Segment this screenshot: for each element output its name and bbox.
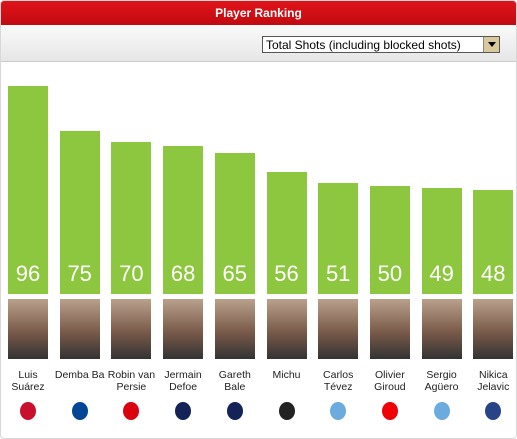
club-logo	[71, 402, 88, 420]
value-label: 50	[377, 261, 403, 286]
bar	[369, 185, 410, 294]
bar	[8, 85, 48, 294]
club-logo	[123, 402, 140, 420]
player-photo	[473, 299, 514, 359]
bar	[266, 172, 307, 294]
select-arrow[interactable]	[483, 37, 499, 52]
club-logo	[175, 402, 192, 420]
player-name: Robin van Persie	[107, 369, 156, 393]
player-photo	[59, 299, 100, 359]
player-photo	[111, 299, 152, 359]
metric-label: Total Shots (including blocked shots)	[266, 38, 461, 52]
player-photo	[318, 299, 359, 359]
player-name: Olivier Giroud	[374, 369, 406, 393]
player-photo	[369, 299, 410, 359]
bar	[163, 146, 204, 294]
club-logo	[381, 402, 398, 420]
chart-title: Player Ranking	[1, 1, 516, 25]
bar	[214, 152, 255, 294]
bar	[421, 187, 462, 294]
bar	[111, 142, 152, 294]
player-name: Jermain Defoe	[164, 369, 202, 393]
value-label: 51	[325, 261, 351, 286]
value-label: 48	[481, 261, 506, 286]
player-name: Sergio Agüero	[424, 369, 459, 393]
club-logo	[226, 402, 243, 420]
toolbar: Total Shots (including blocked shots)	[1, 25, 516, 62]
player-name: Carlos Tévez	[323, 369, 354, 393]
value-label: 49	[429, 261, 454, 286]
club-logo	[330, 402, 347, 420]
player-photo	[163, 299, 204, 359]
value-label: 75	[67, 261, 92, 286]
club-logo	[433, 402, 450, 420]
player-photo	[266, 299, 307, 359]
player-name: Michu	[272, 369, 301, 381]
metric-select[interactable]: Total Shots (including blocked shots)	[262, 36, 500, 53]
value-label: 96	[15, 261, 41, 286]
player-name: Luis Suárez	[11, 369, 45, 393]
bar	[473, 189, 514, 294]
value-label: 56	[274, 261, 299, 286]
value-label: 65	[222, 261, 248, 286]
club-logo	[278, 402, 295, 420]
club-logo	[485, 402, 502, 420]
value-label: 68	[170, 261, 196, 286]
player-name: Nikica Jelavic	[477, 369, 510, 393]
player-photo	[421, 299, 462, 359]
bar	[318, 183, 359, 294]
value-label: 70	[119, 261, 144, 286]
player-photo	[214, 299, 255, 359]
club-logo	[20, 402, 36, 420]
player-name: Gareth Bale	[218, 369, 251, 393]
bar	[59, 131, 100, 294]
player-name: Demba Ba	[54, 369, 105, 381]
player-photo	[8, 299, 48, 359]
